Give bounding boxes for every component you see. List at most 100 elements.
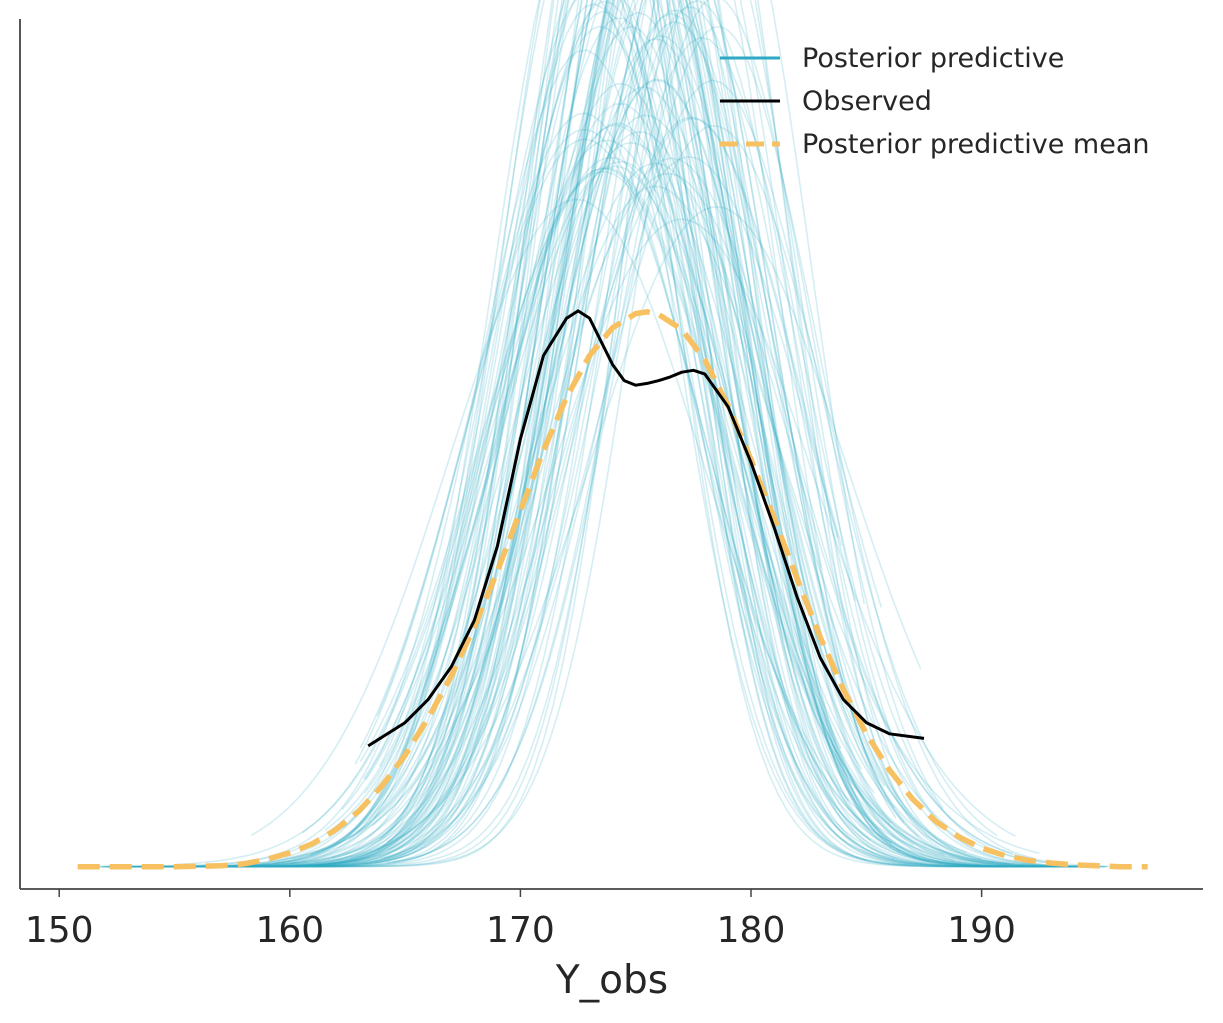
x-tick-label: 190 xyxy=(947,910,1016,951)
posterior-predictive-draw-line xyxy=(310,185,1040,855)
posterior-predictive-draw-line xyxy=(319,0,1077,867)
posterior-predictive-draw-line xyxy=(359,138,1037,867)
posterior-predictive-draw-line xyxy=(371,172,1013,855)
posterior-predictive-draw-line xyxy=(284,38,841,867)
posterior-predictive-draw-line xyxy=(331,0,1037,868)
posterior-predictive-draw-line xyxy=(350,0,917,867)
posterior-predictive-draw-line xyxy=(363,156,1115,868)
posterior-predictive-draw-line xyxy=(386,0,944,864)
posterior-predictive-draws xyxy=(79,0,1115,868)
x-tick-label: 160 xyxy=(255,910,324,951)
x-tick-label: 150 xyxy=(25,910,94,951)
posterior-predictive-draw-line xyxy=(311,0,865,868)
posterior-predictive-draw-line xyxy=(187,0,905,868)
posterior-predictive-draw-line xyxy=(249,117,843,867)
observed-line xyxy=(367,309,925,748)
posterior-predictive-draw-line xyxy=(140,0,1077,868)
posterior-predictive-draw-line xyxy=(376,112,1022,868)
posterior-predictive-draw-line xyxy=(121,0,955,868)
posterior-predictive-draw-line xyxy=(337,0,866,864)
legend-label-pp: Posterior predictive xyxy=(802,43,1064,74)
legend-label-mean: Posterior predictive mean xyxy=(802,129,1149,160)
posterior-predictive-draw-line xyxy=(185,49,1008,868)
posterior-predictive-draw-line xyxy=(290,156,839,865)
posterior-predictive-draw-line xyxy=(224,0,1022,868)
posterior-predictive-draw-line xyxy=(79,79,998,868)
legend: Posterior predictive Observed Posterior pr… xyxy=(720,43,1149,160)
posterior-predictive-draw-line xyxy=(102,0,1046,868)
posterior-predictive-draw-line xyxy=(376,0,1008,868)
posterior-predictive-draw-line xyxy=(392,25,1035,863)
posterior-predictive-draw-line xyxy=(140,0,925,868)
posterior-predictive-draw-line xyxy=(383,0,1100,868)
x-tick-label: 170 xyxy=(486,910,555,951)
posterior-predictive-draw-line xyxy=(170,0,1097,868)
posterior-predictive-mean-line xyxy=(77,309,1148,870)
posterior-predictive-draw-line xyxy=(217,116,857,868)
posterior-predictive-draw-line xyxy=(199,0,897,868)
posterior-predictive-draw-line xyxy=(341,139,1010,866)
posterior-predictive-draw-line xyxy=(106,0,1093,868)
posterior-predictive-draw-line xyxy=(301,167,996,864)
x-ticks: 150 160 170 180 190 xyxy=(25,889,1016,951)
posterior-predictive-draw-line xyxy=(275,10,930,864)
posterior-predictive-draw-line xyxy=(313,206,922,864)
posterior-predictive-draw-line xyxy=(284,11,1061,868)
posterior-predictive-draw-line xyxy=(380,0,1024,868)
posterior-predictive-draw-line xyxy=(189,0,1076,868)
posterior-predictive-draw-line xyxy=(131,0,1080,868)
posterior-predictive-draw-line xyxy=(355,0,1042,868)
posterior-predictive-draw-line xyxy=(113,0,896,868)
posterior-predictive-draw-line xyxy=(118,0,980,868)
posterior-predictive-draw-line xyxy=(132,0,1097,868)
posterior-predictive-draw-line xyxy=(359,170,1014,866)
posterior-predictive-draw-line xyxy=(107,12,1083,868)
posterior-predictive-draw-line xyxy=(267,218,1016,862)
posterior-predictive-draw-line xyxy=(163,35,920,868)
posterior-predictive-draw-line xyxy=(212,0,850,868)
posterior-predictive-draw-line xyxy=(116,25,993,868)
posterior-predictive-draw-line xyxy=(89,0,1047,868)
posterior-predictive-draw-line xyxy=(160,0,998,868)
posterior-predictive-draw-line xyxy=(220,0,1043,868)
posterior-predictive-draw-line xyxy=(364,165,876,794)
posterior-predictive-mean-group xyxy=(77,309,1148,870)
posterior-predictive-draw-line xyxy=(363,122,945,856)
posterior-predictive-draw-line xyxy=(373,17,1100,868)
posterior-predictive-draw-line xyxy=(292,82,1086,868)
posterior-predictive-draw-line xyxy=(104,0,1045,868)
x-axis-title: Y_obs xyxy=(555,958,668,1003)
posterior-predictive-draw-line xyxy=(327,0,871,865)
posterior-predictive-draw-line xyxy=(250,198,1108,868)
posterior-predictive-draw-line xyxy=(114,0,930,868)
posterior-predictive-draw-line xyxy=(214,79,1058,868)
posterior-predictive-draw-line xyxy=(189,78,1100,868)
posterior-predictive-draw-line xyxy=(364,0,893,866)
posterior-predictive-draw-line xyxy=(342,141,895,829)
posterior-predictive-draw-line xyxy=(233,25,893,867)
posterior-predictive-draw-line xyxy=(126,0,950,868)
posterior-predictive-draw-line xyxy=(266,0,940,868)
posterior-predictive-draw-line xyxy=(306,0,1002,868)
posterior-predictive-draw-line xyxy=(352,21,822,863)
posterior-predictive-draw-line xyxy=(218,124,883,868)
axes xyxy=(19,19,1203,890)
posterior-predictive-draw-line xyxy=(380,6,1053,867)
posterior-predictive-draw-line xyxy=(236,0,959,868)
posterior-predictive-draw-line xyxy=(324,160,863,832)
posterior-predictive-draw-line xyxy=(386,0,1075,868)
posterior-predictive-draw-line xyxy=(150,36,1050,868)
observed-group xyxy=(367,309,925,748)
posterior-predictive-draw-line xyxy=(115,0,911,868)
posterior-predictive-draw-line xyxy=(124,0,984,868)
posterior-predictive-draw-line xyxy=(181,0,972,868)
posterior-predictive-draw-line xyxy=(245,86,982,867)
posterior-predictive-draw-line xyxy=(354,128,893,844)
posterior-predictive-draw-line xyxy=(102,0,900,868)
legend-label-obs: Observed xyxy=(802,86,932,117)
posterior-predictive-draw-line xyxy=(374,0,1105,868)
posterior-predictive-draw-line xyxy=(163,157,1058,868)
posterior-predictive-draw-line xyxy=(176,167,1009,866)
posterior-predictive-draw-line xyxy=(269,9,1108,868)
